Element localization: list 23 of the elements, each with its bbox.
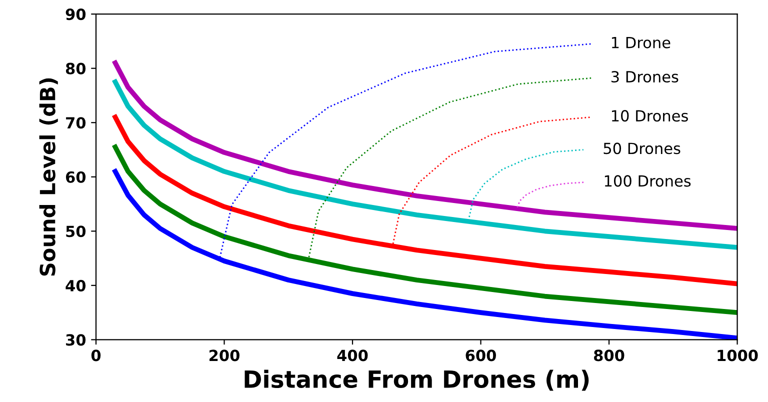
x-tick-label: 1000 [718, 350, 758, 362]
y-tick-label: 80 [66, 62, 86, 74]
y-tick-label: 70 [66, 117, 86, 129]
y-tick-label: 30 [66, 334, 86, 346]
y-tick-label: 50 [66, 226, 86, 238]
x-tick-label: 600 [466, 350, 496, 362]
x-axis-title: Distance From Drones (m) [244, 370, 589, 391]
line-series [468, 149, 584, 218]
series-label: 100 Drones [604, 175, 691, 187]
y-tick-label: 90 [66, 8, 86, 20]
x-tick-label: 400 [337, 350, 368, 362]
line-series [516, 182, 585, 208]
series-label: 3 Drones [611, 70, 678, 83]
series-label: 1 Drone [612, 36, 670, 48]
x-tick-label: 200 [210, 350, 240, 362]
series-label: 50 Drones [604, 142, 680, 154]
x-tick-label: 0 [91, 350, 101, 362]
line-series [112, 60, 738, 231]
y-axis-title: Sound Level (dB) [39, 78, 58, 276]
y-tick-label: 60 [66, 171, 86, 183]
series-label: 10 Drones [612, 110, 688, 122]
x-tick-label: 800 [594, 350, 624, 362]
y-tick-label: 40 [66, 280, 86, 292]
